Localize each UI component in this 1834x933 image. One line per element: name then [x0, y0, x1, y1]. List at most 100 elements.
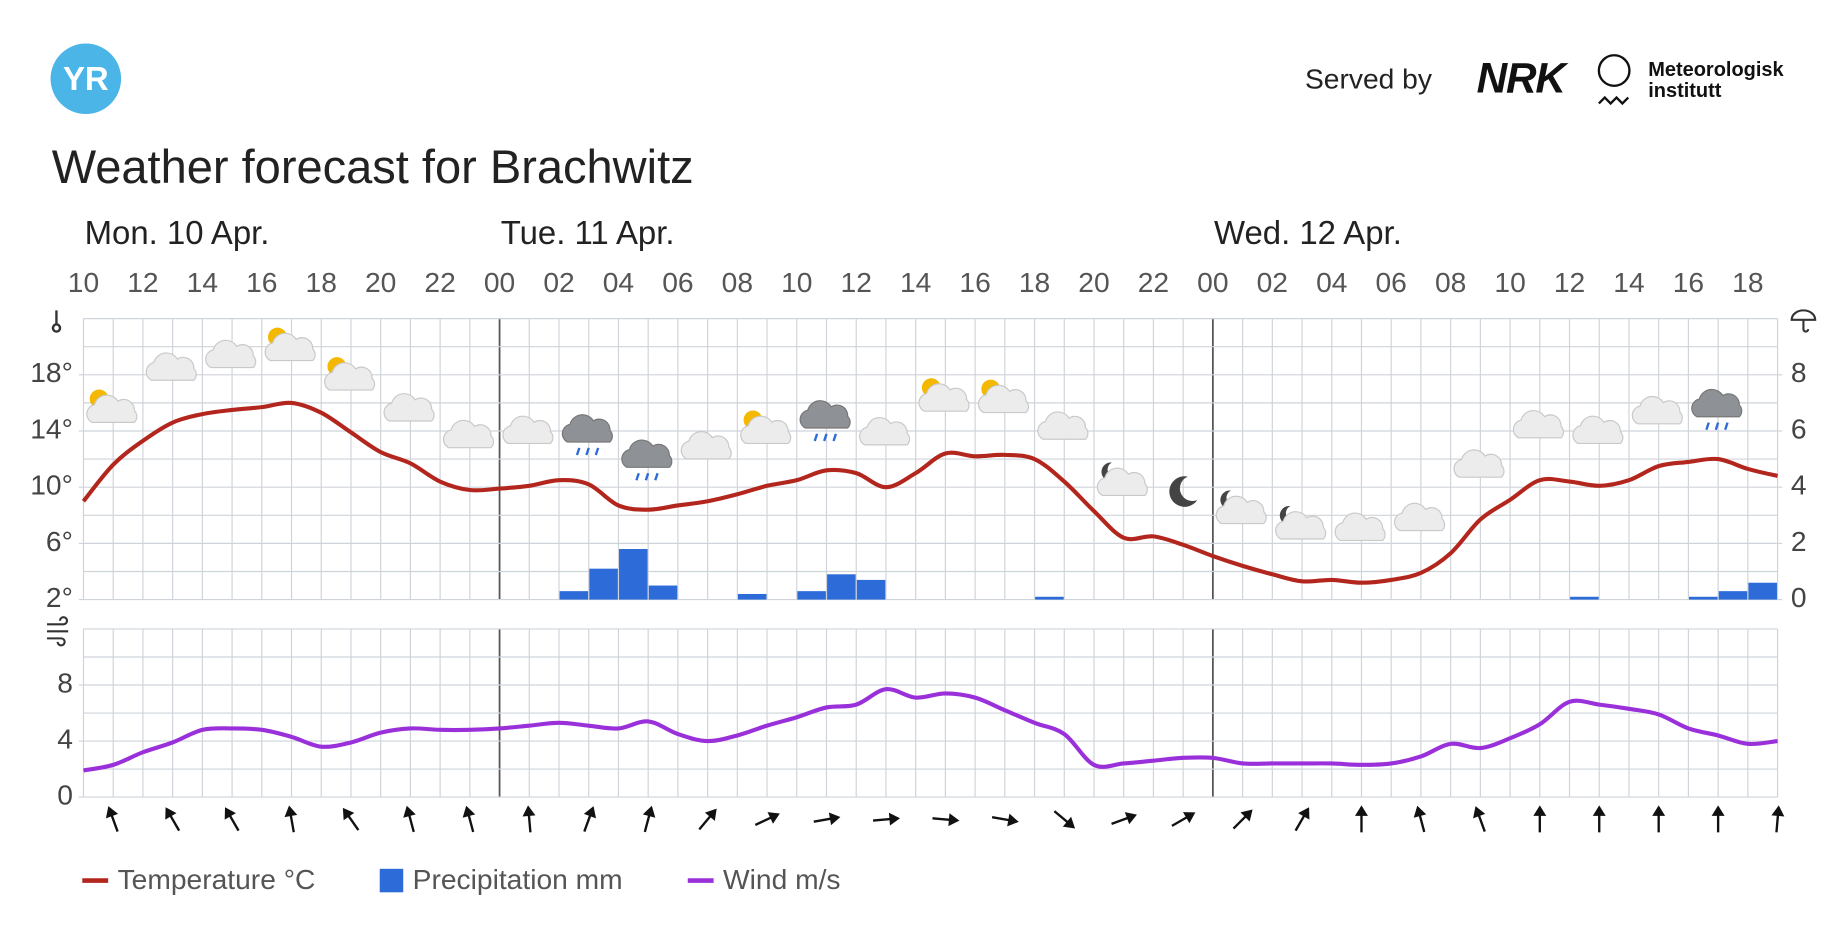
arrow-head: [828, 812, 841, 826]
y-tick-label: 10°: [30, 469, 73, 501]
day-label: Tue. 11 Apr.: [501, 214, 675, 251]
wind-line: [83, 687, 1778, 773]
x-tick-label: 00: [1197, 266, 1228, 298]
arrow-head: [1711, 805, 1725, 816]
weather-symbol: [859, 416, 911, 446]
cloud: [145, 352, 197, 381]
wind-arrow: [1533, 805, 1547, 833]
x-tick-label: 16: [959, 266, 990, 298]
y-tick-label: 6°: [46, 525, 73, 557]
precip-bar: [1748, 582, 1777, 600]
legend-label: Precipitation mm: [413, 863, 623, 895]
arrow-head: [1298, 807, 1310, 820]
precip-bar: [1718, 591, 1748, 600]
arrow-head: [888, 812, 900, 826]
x-tick-label: 20: [365, 266, 396, 298]
wind-arrow: [522, 805, 536, 833]
x-tick-label: 18: [306, 266, 337, 298]
x-tick-label: 10: [68, 266, 99, 298]
cloud: [1512, 409, 1565, 439]
y2-tick-label: 2: [1791, 525, 1807, 557]
wind-icon: [47, 616, 69, 647]
x-tick-label: 12: [1554, 266, 1585, 298]
cloud: [1394, 502, 1446, 532]
y-tick-label: 18°: [30, 356, 73, 388]
wind-arrow: [1652, 805, 1666, 833]
cloud: [1275, 511, 1327, 540]
x-tick-label: 10: [1494, 266, 1525, 298]
wind-arrow: [872, 812, 900, 826]
arrow-head: [704, 808, 717, 821]
x-tick-label: 04: [1316, 266, 1347, 298]
y2-tick-label: 8: [1791, 356, 1807, 388]
cloud: [799, 400, 851, 429]
precip-bar: [797, 591, 826, 600]
cloud: [977, 384, 1030, 414]
arrow-head: [583, 806, 597, 819]
weather-symbol: [740, 410, 792, 445]
arrow-head: [522, 805, 536, 817]
cloud: [1096, 467, 1148, 497]
x-tick-label: 12: [127, 266, 158, 298]
arrow-head: [1533, 805, 1547, 816]
wind-arrow: [583, 806, 597, 832]
weather-symbol: [1334, 512, 1386, 541]
arrow-head: [1771, 805, 1785, 817]
legend-label: Wind m/s: [723, 863, 841, 895]
x-tick-label: 08: [722, 266, 753, 298]
day-label: Wed. 12 Apr.: [1214, 214, 1402, 251]
wind-arrow: [284, 805, 298, 833]
arrow-head: [342, 807, 355, 821]
cloud: [86, 394, 138, 423]
precip-bar: [1035, 596, 1064, 600]
cloud: [1572, 415, 1624, 445]
arrow-head: [224, 807, 236, 820]
cloud: [1215, 495, 1267, 525]
cloud: [680, 431, 732, 460]
legend-label: Temperature °C: [118, 863, 316, 895]
x-tick-label: 08: [1435, 266, 1466, 298]
arrow-head: [1355, 805, 1368, 816]
arrow-head: [1413, 805, 1427, 818]
weather-symbol: [1512, 409, 1565, 439]
moon: [1169, 476, 1198, 507]
arrow-head: [1062, 816, 1076, 829]
cloud: [205, 339, 257, 369]
thermometer-icon: [51, 310, 62, 333]
x-tick-label: 16: [1673, 266, 1704, 298]
wind-tick-label: 4: [57, 723, 73, 755]
x-tick-label: 14: [1613, 266, 1644, 298]
arrow-head: [105, 806, 119, 819]
weather-symbol: [561, 414, 613, 456]
wind-arrow: [813, 812, 841, 826]
y2-tick-label: 0: [1791, 581, 1807, 613]
x-tick-label: 20: [1078, 266, 1109, 298]
weather-symbol: [1453, 449, 1505, 478]
arrow-head: [642, 805, 656, 818]
arrow-head: [1473, 806, 1486, 819]
wind-arrow: [224, 807, 240, 832]
x-tick-label: 06: [1376, 266, 1407, 298]
raindrop: [1705, 422, 1710, 431]
x-tick-label: 14: [187, 266, 218, 298]
chart-title: Weather forecast for Brachwitz: [52, 140, 694, 193]
weather-symbol: [145, 352, 197, 381]
arrow-head: [1182, 812, 1196, 824]
y-tick-label: 2°: [46, 581, 73, 613]
x-tick-label: 06: [662, 266, 693, 298]
wind-arrow: [1355, 805, 1368, 833]
served-by: Served by: [1305, 63, 1433, 95]
met-circle: [1597, 54, 1631, 88]
arrow-head: [284, 805, 298, 818]
precip-bar: [827, 574, 856, 600]
weather-symbol: [680, 431, 732, 460]
cloud: [1691, 388, 1743, 418]
wind-arrow: [342, 807, 360, 831]
y2-tick-label: 6: [1791, 412, 1807, 444]
weather-symbol: [977, 379, 1030, 414]
precip-bar: [856, 579, 886, 600]
cloud: [918, 383, 970, 412]
wind-arrow: [932, 813, 960, 827]
x-tick-label: 16: [246, 266, 277, 298]
